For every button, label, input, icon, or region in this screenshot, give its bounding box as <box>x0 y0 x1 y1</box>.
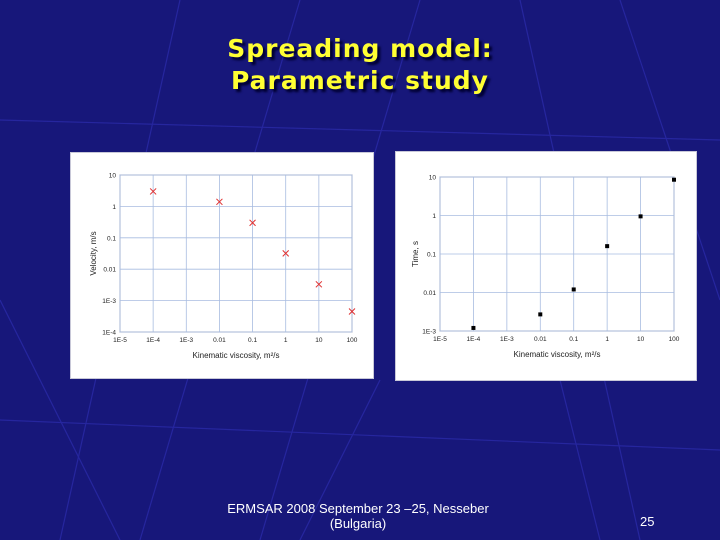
y-axis-label: Time, s <box>411 241 420 267</box>
velocity-chart: 1E-5 1E-4 1E-3 0.01 0.1 1 10 1001E-41E-30.010.1… <box>89 173 358 361</box>
data-point-x-marker <box>216 198 223 206</box>
data-point-x-marker <box>315 280 323 288</box>
data-point-x-marker <box>348 308 356 315</box>
data-point-square-marker <box>471 325 476 330</box>
y-tick-label: 1E-3 <box>422 329 436 336</box>
y-tick-label: 10 <box>429 175 437 182</box>
y-axis-label: Velocity, m/s <box>89 231 98 275</box>
x-tick-label: 1E-3 <box>179 337 193 344</box>
data-point-square-marker <box>672 177 676 182</box>
x-tick-label: 1 <box>605 336 609 343</box>
x-axis-label: Kinematic viscosity, m²/s <box>514 350 601 359</box>
velocity-chart-panel: 1E-5 1E-4 1E-3 0.01 0.1 1 10 100 1E-4 1E-3 0.01 0.1… <box>70 152 374 379</box>
data-point-x-marker <box>282 249 290 257</box>
x-tick-label: 100 <box>669 336 680 343</box>
footer-line-1: ERMSAR 2008 September 23 –25, Nesseber <box>227 501 489 516</box>
y-tick-label: 0.01 <box>423 290 436 297</box>
x-tick-label: 0.01 <box>213 337 226 344</box>
data-point-x-marker <box>149 188 157 195</box>
x-tick-label: 0.01 <box>534 336 547 343</box>
x-tick-label: 1E-4 <box>467 336 481 343</box>
y-tick-label: 0.1 <box>427 252 436 259</box>
x-tick-label: 1E-5 <box>113 337 127 344</box>
slide-number: 25 <box>640 514 655 529</box>
x-tick-label: 0.1 <box>248 337 257 344</box>
data-point-square-marker <box>605 244 610 249</box>
y-tick-label: 1E-3 <box>102 298 116 305</box>
time-chart-panel: 1E-5 1E-4 1E-3 0.01 0.1 1 10 100 1E-3 0.01 0.1 1 10 K… <box>395 151 697 381</box>
x-tick-label: 1E-3 <box>500 336 514 343</box>
y-tick-label: 10 <box>109 173 117 180</box>
plot-frame <box>119 174 353 333</box>
data-point-square-marker <box>538 312 543 317</box>
y-tick-label: 1 <box>112 204 116 211</box>
x-tick-label: 0.1 <box>569 336 578 343</box>
data-point-x-marker <box>249 219 256 227</box>
x-axis-label: Kinematic viscosity, m²/s <box>193 351 280 360</box>
y-tick-label: 0.1 <box>107 235 116 242</box>
x-tick-label: 10 <box>637 336 645 343</box>
x-tick-label: 10 <box>315 337 323 344</box>
slide-title-line-1: Spreading model: <box>227 34 493 63</box>
footer-conference: ERMSAR 2008 September 23 –25, Nesseber (… <box>200 501 516 531</box>
time-chart: 1E-5 1E-4 1E-3 0.01 0.1 1 10 100 1E-3 0.01 0.1 1 10 K… <box>411 175 680 360</box>
x-tick-label: 100 <box>347 337 358 344</box>
slide-title-line-2: Parametric study <box>231 66 489 95</box>
y-tick-label: 0.01 <box>103 267 116 274</box>
data-point-square-marker <box>638 214 643 219</box>
y-tick-label: 1 <box>432 213 436 220</box>
data-point-square-marker <box>571 287 576 292</box>
x-tick-label: 1 <box>284 337 288 344</box>
x-tick-label: 1E-5 <box>433 336 447 343</box>
footer-line-2: (Bulgaria) <box>329 516 387 531</box>
x-tick-label: 1E-4 <box>146 337 160 344</box>
y-tick-label: 1E-4 <box>102 330 116 337</box>
